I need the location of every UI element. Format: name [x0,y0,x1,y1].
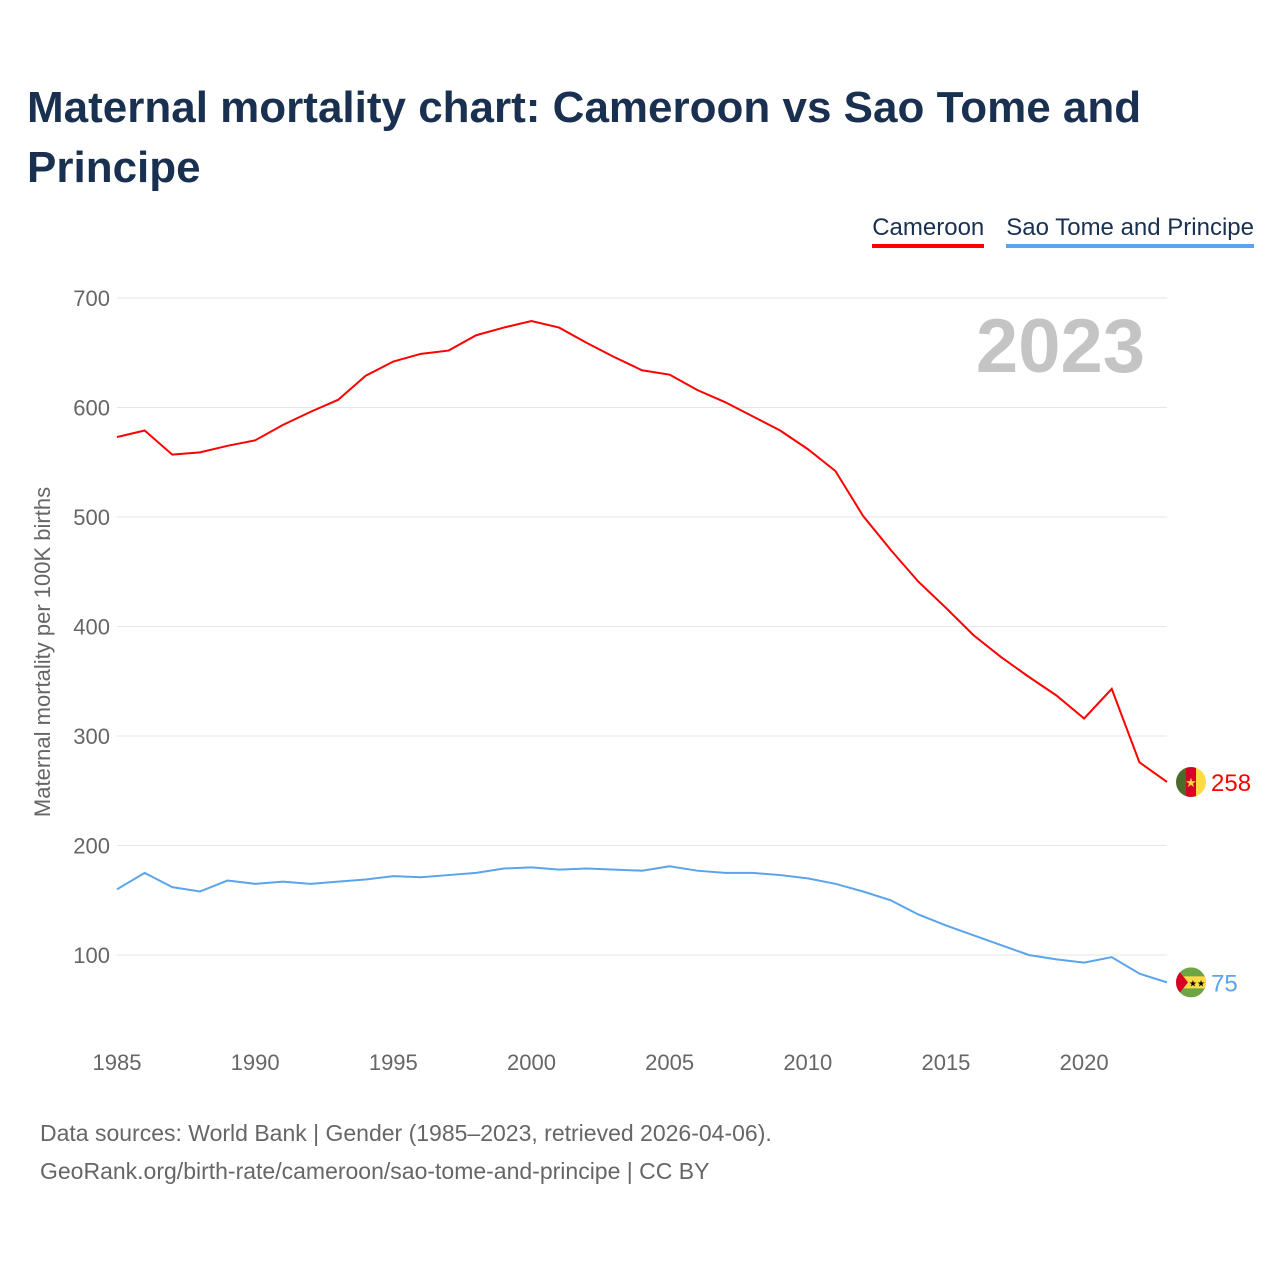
y-tick-label: 100 [73,943,110,968]
legend-cameroon[interactable]: Cameroon [872,214,985,248]
x-tick-label: 2005 [645,1050,694,1075]
footer-link[interactable]: GeoRank.org/birth-rate/cameroon/sao-tome… [40,1158,710,1184]
svg-text:★: ★ [1185,775,1197,790]
series-line-cameroon [116,319,1168,783]
y-axis-label: Maternal mortality per 100K births [30,487,55,817]
y-tick-label: 500 [73,505,110,530]
x-tick-label: 2010 [783,1050,832,1075]
x-tick-label: 1995 [369,1050,418,1075]
y-tick-label: 200 [73,834,110,859]
end-value-label: 258 [1211,770,1251,797]
legend: Cameroon Sao Tome and Principe [872,214,1254,248]
y-tick-label: 600 [73,396,110,421]
y-tick-label: 300 [73,724,110,749]
y-tick-label: 400 [73,615,110,640]
x-tick-label: 2020 [1060,1050,1109,1075]
cameroon-flag-icon: ★ [1176,766,1206,797]
year-watermark: 2023 [976,304,1145,389]
legend-sao-tome[interactable]: Sao Tome and Principe [1006,214,1254,248]
footer-sources: Data sources: World Bank | Gender (1985–… [40,1120,772,1146]
x-tick-label: 2000 [507,1050,556,1075]
end-value-label: 75 [1211,970,1238,997]
svg-text:★★: ★★ [1189,978,1205,988]
sao-tome-flag-icon: ★★ [1176,967,1206,998]
y-tick-label: 700 [73,286,110,311]
x-tick-label: 1985 [93,1050,142,1075]
chart-title: Maternal mortality chart: Cameroon vs Sa… [27,83,1142,192]
x-tick-label: 2015 [921,1050,970,1075]
x-tick-label: 1990 [231,1050,280,1075]
series-line-sao-tome [116,865,1168,984]
